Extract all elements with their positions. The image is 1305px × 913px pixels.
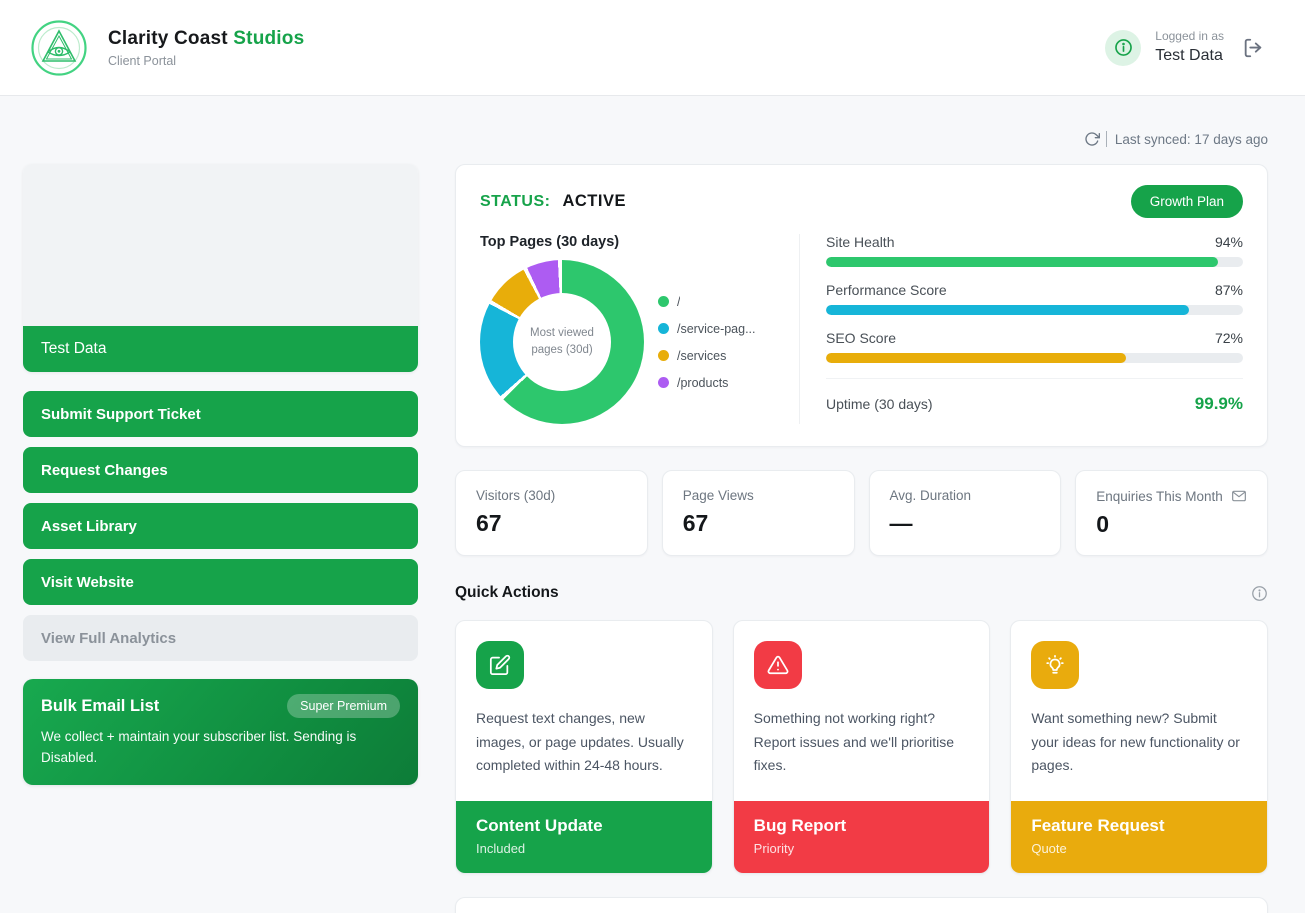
legend-dot: [658, 350, 669, 361]
quick-action-title: Bug Report: [753, 816, 847, 835]
site-preview-thumbnail: [23, 164, 418, 326]
quick-action-footer[interactable]: Feature Request Quote: [1011, 801, 1268, 873]
legend-dot: [658, 296, 669, 307]
top-pages-chart-pane: Top Pages (30 days) Most viewed pages (3…: [480, 234, 795, 424]
bulk-email-description: We collect + maintain your subscriber li…: [41, 729, 357, 765]
last-synced-text: Last synced: 17 days ago: [1114, 131, 1268, 147]
vertical-divider: [799, 234, 800, 424]
metric-label-site-health: Site Health: [826, 234, 895, 250]
brand-name: Clarity Coast: [108, 27, 228, 49]
stat-label: Page Views: [682, 488, 754, 503]
quick-action-bug-report[interactable]: Something not working right? Report issu…: [732, 620, 991, 874]
stat-label: Avg. Duration: [889, 488, 972, 503]
stat-value: 67: [682, 510, 709, 536]
uptime-label: Uptime (30 days): [826, 396, 933, 412]
stats-row: Visitors (30d) 67 Page Views 67 Avg. Dur…: [455, 470, 1268, 556]
stat-label: Visitors (30d): [476, 488, 556, 503]
site-metrics-pane: Site Health 94% Performance Score 87%: [800, 234, 1243, 424]
stat-value: 67: [476, 510, 502, 536]
sidebar-item-visit-website[interactable]: Visit Website: [23, 559, 418, 605]
super-premium-badge: Super Premium: [287, 694, 400, 718]
sync-separator: [1105, 131, 1107, 147]
legend-label: /: [677, 294, 681, 309]
quick-action-content-update[interactable]: Request text changes, new images, or pag…: [455, 620, 713, 874]
alert-triangle-icon: [753, 641, 802, 689]
legend-label: /services: [677, 348, 727, 363]
quick-action-title: Feature Request: [1031, 816, 1165, 835]
legend-label: /service-pag...: [677, 321, 756, 336]
metric-value-performance: 87%: [1214, 282, 1243, 298]
donut-center-label: Most viewed pages (30d): [530, 326, 594, 356]
growth-plan-button[interactable]: Growth Plan: [1130, 185, 1243, 218]
bulk-email-title: Bulk Email List: [41, 696, 160, 715]
quick-action-tag: Priority: [753, 841, 795, 856]
quick-action-description: Request text changes, new images, or pag…: [476, 710, 684, 774]
status-value: ACTIVE: [562, 192, 626, 210]
stat-card-page-views: Page Views 67: [661, 470, 855, 556]
site-preview-card[interactable]: Test Data: [23, 164, 418, 372]
legend-item-service-pages[interactable]: /service-pag...: [658, 322, 756, 336]
metric-value-seo: 72%: [1214, 330, 1243, 346]
site-preview-caption: Test Data: [23, 326, 418, 372]
brand-logo-icon: [30, 19, 88, 77]
quick-action-footer[interactable]: Bug Report Priority: [733, 801, 990, 873]
progress-bar-site-health: [826, 257, 1243, 267]
stat-card-visitors: Visitors (30d) 67: [455, 470, 648, 556]
chart-legend: / /service-pag... /services: [658, 295, 756, 390]
sidebar-item-request-changes[interactable]: Request Changes: [23, 447, 418, 493]
metric-value-site-health: 94%: [1214, 234, 1243, 250]
top-pages-donut: Most viewed pages (30d): [480, 260, 644, 424]
envelope-icon: [1231, 488, 1247, 504]
status-label: STATUS:: [480, 192, 551, 210]
legend-dot: [658, 323, 669, 334]
metric-label-seo: SEO Score: [826, 330, 897, 346]
progress-bar-performance: [826, 305, 1243, 315]
stat-card-avg-duration: Avg. Duration —: [868, 470, 1062, 556]
uptime-value: 99.9%: [1194, 394, 1243, 413]
stat-value: —: [889, 510, 913, 536]
quick-action-title: Content Update: [476, 816, 603, 835]
legend-label: /products: [677, 375, 729, 390]
legend-dot: [658, 377, 669, 388]
stat-label: Enquiries This Month: [1096, 488, 1223, 504]
sidebar-item-submit-support-ticket[interactable]: Submit Support Ticket: [23, 391, 418, 437]
main-panel: STATUS: ACTIVE Growth Plan Top Pages (30…: [455, 164, 1269, 913]
quick-actions-info-icon[interactable]: [1251, 585, 1268, 602]
last-synced-row: Last synced: 17 days ago: [23, 129, 1268, 149]
quick-action-description: Something not working right? Report issu…: [753, 710, 954, 774]
lightbulb-icon: [1031, 641, 1080, 689]
quick-actions-grid: Request text changes, new images, or pag…: [455, 620, 1269, 874]
brand-subtitle: Client Portal: [108, 53, 177, 68]
metric-label-performance: Performance Score: [826, 282, 947, 298]
quick-action-footer[interactable]: Content Update Included: [456, 801, 712, 873]
brand-accent: Studios: [233, 27, 305, 49]
account-info-icon[interactable]: [1105, 29, 1142, 66]
page-title: Clarity Coast Studios: [108, 28, 304, 50]
quick-action-tag: Included: [476, 841, 526, 856]
stat-card-enquiries: Enquiries This Month 0: [1075, 470, 1268, 556]
quick-action-feature-request[interactable]: Want something new? Submit your ideas fo…: [1010, 620, 1269, 874]
quick-actions-heading: Quick Actions: [455, 584, 559, 601]
app-header: Clarity Coast Studios Client Portal Logg…: [0, 0, 1305, 96]
legend-item-root[interactable]: /: [658, 295, 756, 309]
edit-icon: [476, 641, 524, 689]
progress-bar-seo: [826, 353, 1243, 363]
stat-value: 0: [1096, 511, 1110, 537]
top-pages-title: Top Pages (30 days): [480, 234, 620, 250]
donut-hole: Most viewed pages (30d): [513, 293, 611, 391]
status-card: STATUS: ACTIVE Growth Plan Top Pages (30…: [455, 164, 1268, 447]
sidebar-item-view-full-analytics: View Full Analytics: [23, 615, 418, 661]
legend-item-products[interactable]: /products: [658, 376, 756, 390]
sidebar-item-asset-library[interactable]: Asset Library: [23, 503, 418, 549]
logout-button[interactable]: [1238, 33, 1268, 63]
sync-icon[interactable]: [1084, 131, 1100, 147]
quick-action-description: Want something new? Submit your ideas fo…: [1031, 710, 1240, 774]
sidebar: Test Data Submit Support Ticket Request …: [23, 164, 418, 785]
logged-in-as-label: Logged in as: [1155, 29, 1224, 43]
quick-action-tag: Quote: [1031, 841, 1067, 856]
bulk-email-list-card: Bulk Email List Super Premium We collect…: [23, 679, 418, 785]
logged-in-user: Test Data: [1155, 47, 1223, 64]
next-section-card-partial: [455, 897, 1268, 913]
legend-item-services[interactable]: /services: [658, 349, 756, 363]
